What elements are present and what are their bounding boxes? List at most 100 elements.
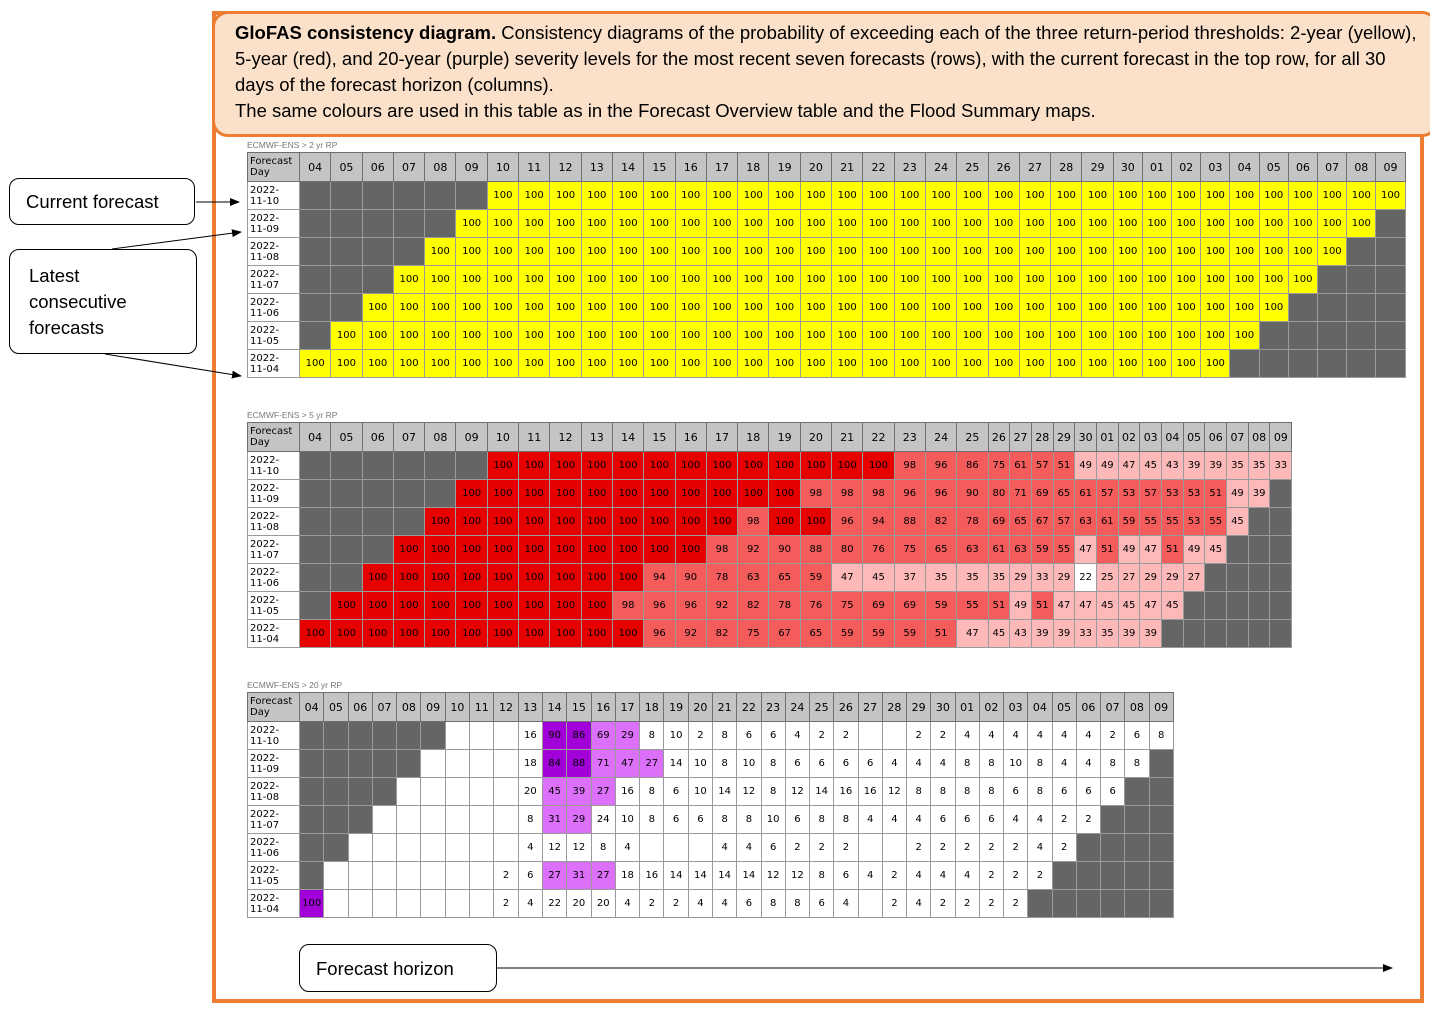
probability-cell: 100 (737, 451, 770, 480)
corner-label: Forecast Day (247, 422, 300, 452)
probability-cell: 100 (643, 181, 676, 210)
probability-cell (444, 833, 471, 862)
day-header: 22 (862, 422, 895, 452)
probability-cell: 8 (784, 889, 811, 918)
probability-cell (371, 805, 398, 834)
probability-cell (371, 833, 398, 862)
probability-cell: 75 (987, 451, 1011, 480)
day-header: 09 (1375, 152, 1406, 182)
probability-cell: 47 (1074, 591, 1097, 620)
probability-cell (1182, 591, 1206, 620)
probability-cell: 100 (1018, 181, 1052, 210)
probability-cell: 51 (1030, 591, 1054, 620)
probability-cell: 2 (1051, 805, 1077, 834)
day-header: 06 (361, 152, 394, 182)
probability-cell (392, 237, 426, 266)
probability-cell (469, 861, 495, 890)
probability-cell: 100 (1200, 321, 1231, 350)
probability-cell: 4 (1002, 805, 1029, 834)
caption-body: Consistency diagrams of the probability … (235, 22, 1417, 95)
forecast-row: 2022- 11-07 100 100 100 100 100 100 100 100 100 100… (247, 535, 1293, 564)
probability-cell: 2 (784, 833, 811, 862)
probability-cell (444, 777, 471, 806)
probability-cell: 49 (1117, 535, 1141, 564)
probability-cell (420, 749, 446, 778)
probability-cell: 100 (455, 619, 488, 648)
probability-cell (298, 237, 332, 266)
probability-cell (493, 749, 519, 778)
forecast-row: 2022- 11-09 100 100 100 100 100 100 100 100 100 100… (247, 209, 1406, 238)
probability-cell: 2 (954, 889, 980, 918)
probability-cell: 4 (711, 889, 738, 918)
day-header: 11 (518, 422, 551, 452)
probability-cell: 100 (392, 563, 426, 592)
probability-cell: 100 (549, 451, 582, 480)
probability-cell: 100 (705, 451, 739, 480)
day-header: 08 (1346, 152, 1377, 182)
probability-cell: 100 (1317, 237, 1348, 266)
day-header: 19 (663, 692, 689, 722)
probability-cell (1148, 749, 1174, 778)
probability-cell: 63 (956, 535, 989, 564)
forecast-row: 2022- 11-10 16 90 86 69 29 8 10 2 8 6 6 4 2 2 2 2 4 4 4 4 4 4 2 6… (247, 721, 1174, 750)
probability-cell: 96 (643, 591, 676, 620)
probability-cell (396, 833, 422, 862)
probability-cell: 100 (1081, 321, 1114, 350)
probability-cell (347, 805, 373, 834)
day-header: 06 (1204, 422, 1228, 452)
day-header: 16 (674, 152, 707, 182)
day-header: 18 (737, 152, 770, 182)
day-header: 08 (1247, 422, 1271, 452)
probability-cell: 4 (1027, 805, 1053, 834)
probability-cell: 94 (643, 563, 676, 592)
probability-cell: 63 (737, 563, 770, 592)
day-header: 08 (424, 152, 457, 182)
probability-cell: 100 (486, 619, 520, 648)
probability-cell: 67 (1030, 507, 1054, 536)
probability-cell (687, 833, 714, 862)
probability-cell: 8 (711, 721, 738, 750)
probability-cell: 100 (580, 479, 613, 508)
probability-cell (396, 777, 422, 806)
probability-cell: 4 (905, 861, 932, 890)
probability-cell: 2 (930, 833, 956, 862)
probability-cell: 6 (1099, 777, 1126, 806)
probability-cell: 45 (1117, 591, 1141, 620)
day-header: 19 (768, 422, 801, 452)
probability-cell: 22 (1074, 563, 1097, 592)
probability-cell: 100 (549, 563, 582, 592)
probability-cell: 6 (1002, 777, 1029, 806)
day-header: 17 (705, 422, 739, 452)
probability-cell (330, 293, 363, 322)
probability-cell: 2 (881, 889, 908, 918)
probability-cell: 39 (1182, 451, 1206, 480)
probability-cell: 100 (611, 619, 645, 648)
probability-cell: 4 (614, 889, 641, 918)
probability-cell (1204, 563, 1228, 592)
probability-cell (298, 479, 332, 508)
probability-cell (1075, 861, 1102, 890)
probability-cell: 100 (956, 181, 989, 210)
probability-cell: 100 (611, 507, 645, 536)
forecast-row: 2022- 11-10 100 100 100 100 100 100 100 100 100 100… (247, 181, 1406, 210)
probability-cell: 35 (1095, 619, 1119, 648)
probability-cell: 100 (455, 237, 488, 266)
probability-cell: 49 (1095, 451, 1119, 480)
probability-cell (330, 507, 363, 536)
probability-cell: 100 (580, 265, 613, 294)
day-header: 24 (924, 152, 958, 182)
probability-cell: 100 (1112, 237, 1143, 266)
probability-cell: 100 (1112, 209, 1143, 238)
probability-cell (1375, 237, 1406, 266)
probability-cell: 100 (392, 293, 426, 322)
probability-cell: 100 (1050, 349, 1083, 378)
probability-cell: 16 (857, 777, 883, 806)
day-header: 26 (987, 422, 1011, 452)
probability-cell: 100 (549, 619, 582, 648)
probability-cell: 100 (1050, 321, 1083, 350)
probability-cell: 16 (614, 777, 641, 806)
probability-cell: 55 (1052, 535, 1076, 564)
day-header: 14 (541, 692, 568, 722)
probability-cell (444, 805, 471, 834)
day-header: 21 (831, 422, 864, 452)
